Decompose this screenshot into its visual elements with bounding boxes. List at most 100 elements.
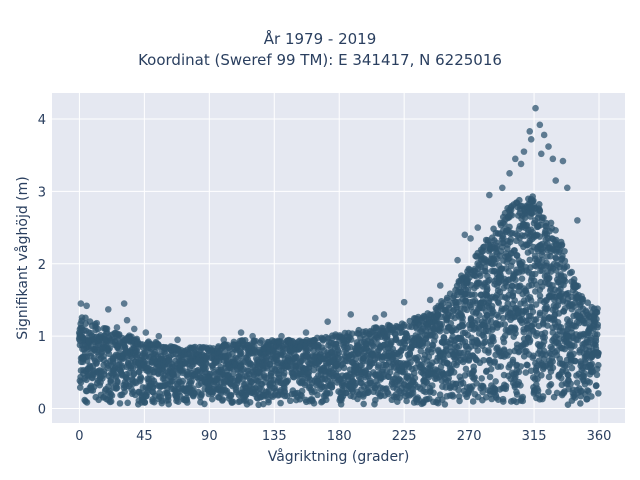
data-point xyxy=(378,356,386,364)
data-point xyxy=(83,357,91,364)
data-point xyxy=(410,369,418,377)
data-point xyxy=(118,362,126,369)
data-point xyxy=(203,360,210,368)
data-point xyxy=(491,358,499,365)
data-point xyxy=(493,242,501,250)
data-point xyxy=(82,314,89,322)
data-point xyxy=(539,248,546,255)
data-point xyxy=(385,390,392,398)
data-point xyxy=(492,378,499,385)
data-point xyxy=(227,392,235,400)
data-point xyxy=(183,399,191,406)
data-point xyxy=(513,252,521,259)
data-point xyxy=(436,391,444,399)
data-point xyxy=(440,370,447,377)
data-point xyxy=(258,337,265,344)
data-point xyxy=(471,291,479,299)
data-point xyxy=(561,277,569,285)
data-point xyxy=(509,356,517,364)
data-point xyxy=(447,320,455,327)
outlier-point xyxy=(237,329,245,336)
data-point xyxy=(585,388,592,395)
data-point xyxy=(536,311,544,319)
data-point xyxy=(485,347,492,354)
data-point xyxy=(179,377,187,385)
data-point xyxy=(372,396,379,404)
data-point xyxy=(411,374,419,382)
data-point xyxy=(143,392,150,400)
data-point xyxy=(106,345,113,352)
data-point xyxy=(505,268,513,275)
data-point xyxy=(452,381,460,388)
outlier-point xyxy=(461,231,469,239)
outlier-point xyxy=(454,256,461,264)
data-point xyxy=(310,400,318,407)
data-point xyxy=(503,245,511,252)
x-tick-label: 0 xyxy=(75,429,83,444)
outlier-point xyxy=(436,282,444,289)
data-point xyxy=(459,379,467,387)
data-point xyxy=(557,374,565,382)
outlier-point xyxy=(120,300,128,307)
x-tick-label: 360 xyxy=(587,429,612,444)
data-point xyxy=(445,374,453,382)
data-point xyxy=(402,344,409,352)
data-point xyxy=(107,398,115,405)
outlier-point xyxy=(302,329,310,336)
data-point xyxy=(561,247,568,255)
data-point xyxy=(474,347,482,354)
data-point xyxy=(560,389,568,397)
data-point xyxy=(526,256,534,264)
data-point xyxy=(571,394,579,401)
data-point xyxy=(531,270,539,278)
data-point xyxy=(532,316,540,323)
data-point xyxy=(523,221,531,229)
outlier-point xyxy=(588,303,596,311)
outlier-point xyxy=(506,170,513,177)
outlier-point xyxy=(536,121,544,129)
data-point xyxy=(198,390,205,398)
data-point xyxy=(335,349,343,356)
data-point xyxy=(94,325,102,333)
data-point xyxy=(328,381,336,388)
data-point xyxy=(480,356,487,364)
data-point xyxy=(595,390,602,397)
data-point xyxy=(491,386,499,394)
data-point xyxy=(517,382,524,389)
data-point xyxy=(563,263,571,270)
data-point xyxy=(265,398,272,406)
data-point xyxy=(141,399,149,406)
data-point xyxy=(430,389,437,396)
data-point xyxy=(568,268,575,276)
outlier-point xyxy=(77,300,85,307)
data-point xyxy=(547,381,555,388)
data-point xyxy=(386,369,394,376)
data-point xyxy=(509,289,517,296)
data-point xyxy=(530,352,537,360)
data-point xyxy=(479,388,486,396)
outlier-point xyxy=(249,332,256,340)
data-point xyxy=(573,379,581,386)
data-point xyxy=(499,398,507,405)
data-point xyxy=(558,242,565,249)
data-point xyxy=(535,200,543,208)
data-point xyxy=(594,361,602,369)
outlier-point xyxy=(372,314,379,322)
data-point xyxy=(512,325,519,333)
x-tick-label: 180 xyxy=(327,429,352,444)
data-point xyxy=(521,214,529,222)
data-point xyxy=(414,354,422,361)
data-point xyxy=(547,219,555,227)
data-point xyxy=(570,350,577,358)
outlier-point xyxy=(426,296,434,304)
outlier-point xyxy=(380,311,388,318)
data-point xyxy=(164,393,172,401)
outlier-point xyxy=(526,128,534,135)
data-point xyxy=(511,297,519,304)
data-point xyxy=(549,364,557,372)
outlier-point xyxy=(174,336,181,344)
data-point xyxy=(476,312,483,319)
data-point xyxy=(429,382,436,389)
data-point xyxy=(584,299,592,306)
